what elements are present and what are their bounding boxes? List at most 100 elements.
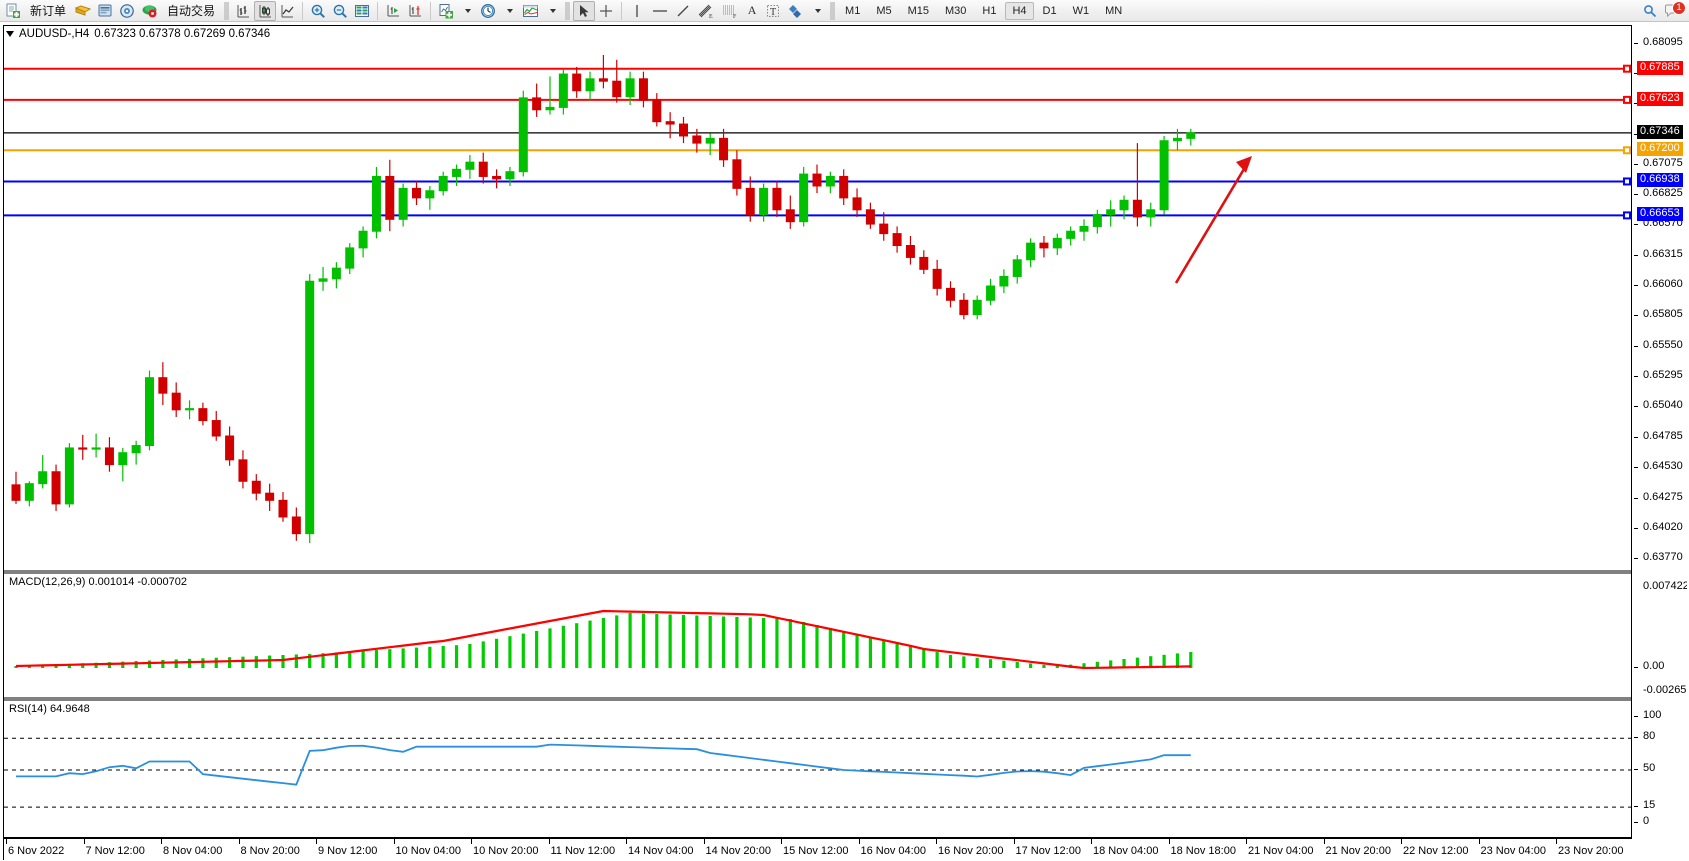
- search-button[interactable]: [1639, 1, 1661, 21]
- time-tick: [1556, 839, 1557, 844]
- timeframe-button-m15[interactable]: M15: [907, 4, 929, 17]
- price-tick: [1634, 133, 1638, 135]
- bar-chart-button[interactable]: [232, 1, 254, 21]
- auto-scroll-button[interactable]: [382, 1, 404, 21]
- objects-dropdown[interactable]: [807, 1, 827, 21]
- candle-body: [1026, 242, 1036, 261]
- new-chart-button[interactable]: [435, 1, 457, 21]
- indicators-button[interactable]: [519, 1, 542, 21]
- line-chart-button[interactable]: [276, 1, 298, 21]
- bullish-arrow-annotation[interactable]: [1174, 156, 1252, 284]
- horizontal-line-button[interactable]: [648, 1, 672, 21]
- candle-body: [558, 73, 568, 108]
- pivot-tag[interactable]: 0.67200: [1637, 142, 1683, 157]
- candle-body: [478, 161, 488, 177]
- resistance-2-tag[interactable]: 0.67885: [1637, 60, 1683, 75]
- timeframe-button-m1[interactable]: M1: [845, 4, 861, 17]
- chart-menu-triangle-icon[interactable]: [6, 31, 14, 37]
- candlestick-chart-button[interactable]: [254, 0, 277, 21]
- rsi-tick: [1634, 769, 1638, 770]
- time-axis-label: 14 Nov 04:00: [628, 845, 694, 857]
- candle-body: [318, 278, 328, 282]
- candle-body: [999, 275, 1009, 287]
- chart-shift-icon: [409, 4, 422, 16]
- time-tick: [238, 839, 240, 844]
- support-1-tag[interactable]: 0.66938: [1637, 173, 1683, 188]
- candle-body: [545, 106, 555, 111]
- candle-body: [1066, 230, 1076, 239]
- objects-button[interactable]: [784, 1, 807, 21]
- period-button[interactable]: [477, 1, 499, 21]
- macd-scale-label: 0.007422: [1643, 580, 1687, 592]
- timeframe-button-h1[interactable]: H1: [982, 4, 997, 17]
- chart-plot[interactable]: MACD(12,26,9) 0.001014 -0.000702 RSI(14) …: [3, 25, 1632, 838]
- trendline-button[interactable]: [672, 1, 694, 21]
- text-label-button[interactable]: A: [742, 1, 762, 21]
- chart-shift-button[interactable]: [404, 1, 426, 21]
- text-box-button[interactable]: T: [762, 1, 784, 21]
- last-price-tag[interactable]: 0.67346: [1637, 124, 1683, 139]
- chart-canvas[interactable]: MACD(12,26,9) 0.001014 -0.000702 RSI(14) …: [4, 26, 1631, 837]
- equidistant-channel-button[interactable]: E: [694, 1, 718, 21]
- toolbar-separator-1: [302, 1, 304, 20]
- expert-advisor-button[interactable]: [138, 1, 161, 21]
- rsi-scale-label: 0: [1643, 815, 1650, 827]
- timeframe-button-w1[interactable]: W1: [1072, 4, 1090, 17]
- data-window-button[interactable]: [351, 1, 373, 21]
- alerts-button[interactable]: 1: [1661, 0, 1687, 21]
- candle-body: [1079, 225, 1089, 232]
- time-tick: [548, 839, 550, 844]
- toolbar-grip-2[interactable]: [565, 1, 571, 20]
- timeframe-button-mn[interactable]: MN: [1105, 4, 1123, 17]
- rsi-scale-label: 15: [1643, 799, 1656, 812]
- new-order-button[interactable]: [2, 1, 24, 21]
- new-order-label-button[interactable]: 新订单: [24, 1, 72, 21]
- chart-area[interactable]: AUDUSD-,H4 0.67323 0.67378 0.67269 0.673…: [0, 22, 1689, 861]
- timeframe-button-m5[interactable]: M5: [876, 4, 892, 17]
- navigator-button[interactable]: [116, 1, 138, 21]
- vertical-line-button[interactable]: [626, 1, 648, 21]
- price-scale[interactable]: 0.680950.678400.675850.673300.670750.668…: [1633, 25, 1687, 838]
- candle-body: [118, 452, 128, 466]
- resistance-2-handle[interactable]: [1623, 64, 1631, 73]
- toolbar-grip-3[interactable]: [830, 1, 836, 20]
- time-axis-label: 21 Nov 04:00: [1248, 845, 1314, 857]
- candle-body: [612, 80, 622, 98]
- zoom-out-button[interactable]: [329, 1, 351, 21]
- auto-trading-button[interactable]: 自动交易: [161, 1, 221, 21]
- price-tick: [1634, 193, 1638, 195]
- timeframe-button-h4[interactable]: H4: [1005, 1, 1034, 20]
- zoom-in-icon: [311, 4, 325, 18]
- support-2-tag[interactable]: 0.66653: [1637, 207, 1683, 222]
- fibonacci-button[interactable]: F: [718, 1, 742, 21]
- toolbar-separator-4: [621, 1, 623, 20]
- candle-body: [291, 516, 301, 535]
- period-dropdown[interactable]: [499, 1, 519, 21]
- price-tick-label: 0.68095: [1643, 35, 1683, 48]
- timeframe-button-d1[interactable]: D1: [1042, 4, 1057, 17]
- support-2-handle[interactable]: [1623, 211, 1631, 220]
- cursor-button[interactable]: [573, 0, 596, 21]
- candle-body: [185, 408, 195, 411]
- chevron-down-icon: [549, 8, 556, 13]
- timeframe-button-m30[interactable]: M30: [945, 4, 967, 17]
- candle-body: [51, 471, 61, 505]
- price-tick: [1634, 42, 1638, 44]
- candle-body: [198, 408, 208, 422]
- time-axis-label: 7 Nov 12:00: [85, 845, 145, 857]
- new-order-label: 新订单: [30, 4, 67, 18]
- data-folder-button[interactable]: [72, 1, 94, 21]
- indicators-dropdown[interactable]: [542, 1, 562, 21]
- zoom-in-button[interactable]: [307, 1, 329, 21]
- support-1-handle[interactable]: [1623, 177, 1631, 186]
- pivot-handle[interactable]: [1623, 146, 1631, 155]
- candle-body: [24, 483, 34, 501]
- resistance-1-handle[interactable]: [1623, 95, 1631, 104]
- new-chart-dropdown[interactable]: [457, 1, 477, 21]
- candle-body: [1092, 214, 1102, 227]
- price-tick-label: 0.66570: [1643, 217, 1683, 230]
- crosshair-button[interactable]: [595, 1, 617, 21]
- resistance-1-tag[interactable]: 0.67623: [1637, 91, 1683, 106]
- terminal-button[interactable]: [94, 1, 116, 21]
- toolbar-grip-1[interactable]: [224, 1, 230, 20]
